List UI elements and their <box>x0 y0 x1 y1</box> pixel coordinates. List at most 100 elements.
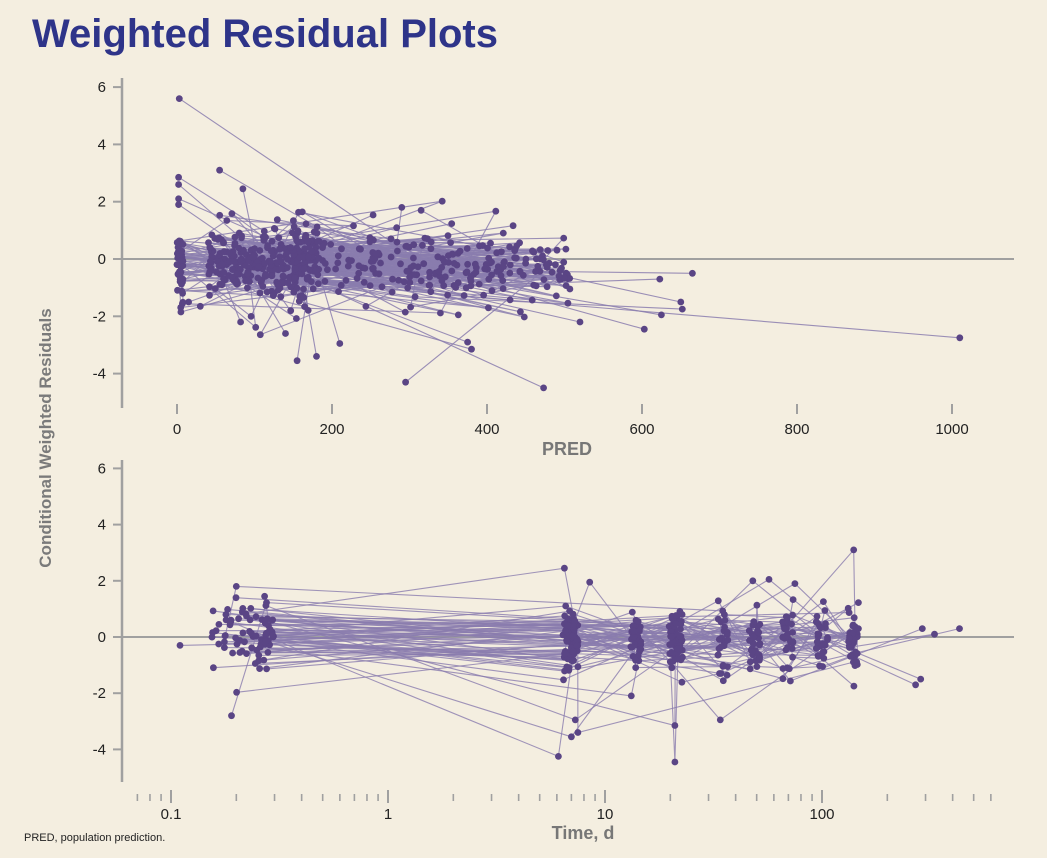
data-point <box>812 618 820 626</box>
data-point <box>233 688 241 696</box>
data-point <box>506 296 514 304</box>
data-point <box>228 273 236 281</box>
data-point <box>224 606 232 613</box>
data-point <box>719 677 727 685</box>
data-point <box>820 654 828 662</box>
data-point <box>232 583 240 590</box>
data-point <box>226 257 234 265</box>
data-point <box>287 307 295 315</box>
data-point <box>536 246 544 254</box>
data-point <box>238 232 246 240</box>
top-data-points <box>173 95 964 392</box>
data-point <box>313 229 321 237</box>
data-point <box>460 292 468 299</box>
data-point <box>671 722 679 729</box>
data-point <box>630 633 638 641</box>
data-point <box>569 632 577 640</box>
data-point <box>278 265 285 272</box>
data-point <box>410 254 417 262</box>
data-point <box>506 243 513 251</box>
data-point <box>175 173 183 181</box>
data-point <box>404 284 412 292</box>
data-point <box>721 611 728 618</box>
data-point <box>956 334 964 342</box>
data-point <box>447 239 454 247</box>
data-point <box>277 293 285 301</box>
data-point <box>561 650 568 658</box>
data-point <box>275 234 283 242</box>
chart-title: Weighted Residual Plots <box>32 12 498 56</box>
data-point <box>252 323 260 331</box>
data-point <box>175 195 183 203</box>
data-point <box>448 220 456 228</box>
top-x-tick-label: 800 <box>784 421 809 438</box>
data-point <box>269 631 276 639</box>
data-point <box>215 621 223 628</box>
data-point <box>387 253 395 261</box>
data-point <box>540 384 547 392</box>
data-point <box>260 227 268 235</box>
data-point <box>462 284 470 292</box>
data-point <box>378 283 386 291</box>
data-point <box>542 261 550 269</box>
data-point <box>387 235 395 243</box>
data-point <box>300 285 307 293</box>
data-point <box>480 291 487 299</box>
data-point <box>678 678 686 686</box>
data-point <box>779 633 787 641</box>
data-point <box>499 229 507 237</box>
data-point <box>248 644 256 652</box>
data-point <box>917 675 925 683</box>
data-point <box>293 357 301 365</box>
data-point <box>228 712 235 720</box>
data-point <box>264 242 271 249</box>
data-point <box>438 197 446 205</box>
data-point <box>566 285 574 293</box>
data-point <box>849 621 857 629</box>
data-point <box>309 285 317 293</box>
data-point <box>243 650 250 657</box>
data-point <box>350 222 357 230</box>
bottom-y-tick-label: 2 <box>98 573 106 590</box>
data-point <box>229 649 237 657</box>
data-point <box>814 630 822 638</box>
bottom-data-points <box>176 546 963 766</box>
data-point <box>658 311 665 319</box>
data-point <box>263 288 271 296</box>
data-point <box>304 307 312 314</box>
data-point <box>321 260 329 267</box>
data-point <box>573 641 581 649</box>
data-point <box>444 291 451 299</box>
data-point <box>406 279 414 286</box>
data-point <box>307 278 315 285</box>
data-point <box>564 622 571 629</box>
data-point <box>632 664 640 671</box>
data-point <box>781 625 789 633</box>
data-point <box>723 671 731 679</box>
data-point <box>562 245 570 253</box>
data-point <box>723 631 731 638</box>
data-point <box>476 242 483 250</box>
data-point <box>421 234 429 242</box>
data-point <box>406 273 413 281</box>
data-point <box>485 304 492 312</box>
data-point <box>517 308 524 316</box>
data-point <box>221 632 229 640</box>
data-point <box>336 340 344 347</box>
data-point <box>208 231 216 239</box>
data-point <box>499 285 507 292</box>
bottom-x-tick-label: 100 <box>809 806 834 823</box>
data-point <box>721 623 728 631</box>
data-point <box>847 652 854 660</box>
data-point <box>678 305 686 313</box>
data-point <box>419 241 426 249</box>
top-y-tick-label: 6 <box>98 79 106 96</box>
data-point <box>398 204 406 211</box>
data-point <box>269 292 277 299</box>
data-point <box>750 618 758 625</box>
data-point <box>566 607 573 615</box>
data-point <box>231 240 239 247</box>
data-point <box>560 676 567 684</box>
data-point <box>918 625 926 632</box>
data-point <box>552 292 560 300</box>
